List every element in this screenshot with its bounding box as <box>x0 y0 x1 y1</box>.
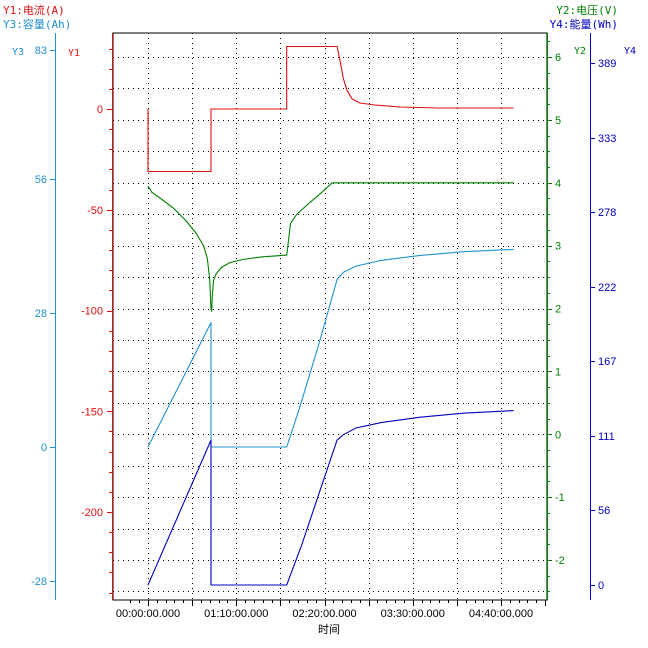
axes-layer: 00:00:00.000 01:10:00.000 02:20:00.000 03:3… <box>31 33 616 620</box>
legend-y3: Y3:容量(Ah) <box>3 18 71 31</box>
y2-tick-label: 6 <box>555 52 561 64</box>
y4-tick-label: 111 <box>598 431 615 443</box>
x-axis-label: 时间 <box>318 623 340 636</box>
legend-y4-label: Y4:能量(Wh) <box>549 18 618 31</box>
y4-tick-label: 0 <box>598 580 604 592</box>
y2-tick-label: 5 <box>555 115 561 127</box>
axis-name-y4: Y4 <box>624 46 637 57</box>
legend-y2-label: Y2:电压(V) <box>556 4 618 17</box>
y3-tick-label: 0 <box>41 442 47 454</box>
y1-tick-label: -50 <box>87 205 103 217</box>
y2-tick-label: 3 <box>555 241 561 253</box>
y1-tick-label: -200 <box>81 507 103 519</box>
x-tick-label: 03:30:00.000 <box>381 608 445 620</box>
x-tick-label: 00:00:00.000 <box>116 608 180 620</box>
series-line-y2 <box>147 182 514 312</box>
y2-tick-label: 0 <box>555 429 561 441</box>
y2-tick-label: 2 <box>555 304 561 316</box>
y4-tick-label: 389 <box>598 58 616 70</box>
y3-tick-label: -28 <box>31 576 47 588</box>
legend-y3-label: Y3:容量(Ah) <box>3 18 72 31</box>
x-tick-label: 04:40:00.000 <box>469 608 533 620</box>
x-tick-label: 01:10:00.000 <box>204 608 268 620</box>
y1-tick-label: 0 <box>97 104 103 116</box>
y4-tick-label: 222 <box>598 282 616 294</box>
legend-y1: Y1:电流(A) <box>3 4 65 17</box>
y1-tick-label: -150 <box>81 406 103 418</box>
legend-y2: Y2:电压(V) <box>556 4 618 17</box>
y2-tick-label: -2 <box>555 555 565 567</box>
axis-name-y1: Y1 <box>68 48 81 59</box>
y4-tick-label: 167 <box>598 356 616 368</box>
series-layer <box>147 45 514 586</box>
y4-tick-label: 278 <box>598 207 616 219</box>
axis-name-y3: Y3 <box>12 47 25 58</box>
series-line-y3 <box>147 248 514 448</box>
series-line-y1 <box>147 45 514 173</box>
y3-tick-label: 28 <box>35 308 47 320</box>
axis-name-y2: Y2 <box>574 46 587 57</box>
legend-y1-label: Y1:电流(A) <box>3 4 65 17</box>
y2-tick-label: 4 <box>555 178 561 190</box>
y4-tick-label: 56 <box>598 505 610 517</box>
y3-tick-label: 56 <box>35 174 47 186</box>
y2-tick-label: -1 <box>555 492 565 504</box>
y3-tick-label: 83 <box>35 45 47 57</box>
x-tick-label: 02:20:00.000 <box>292 608 356 620</box>
y4-tick-label: 333 <box>598 133 616 145</box>
legend-y4: Y4:能量(Wh) <box>550 18 618 31</box>
series-line-y4 <box>147 410 514 586</box>
y1-tick-label: -100 <box>81 306 103 318</box>
y2-tick-label: 1 <box>555 366 561 378</box>
